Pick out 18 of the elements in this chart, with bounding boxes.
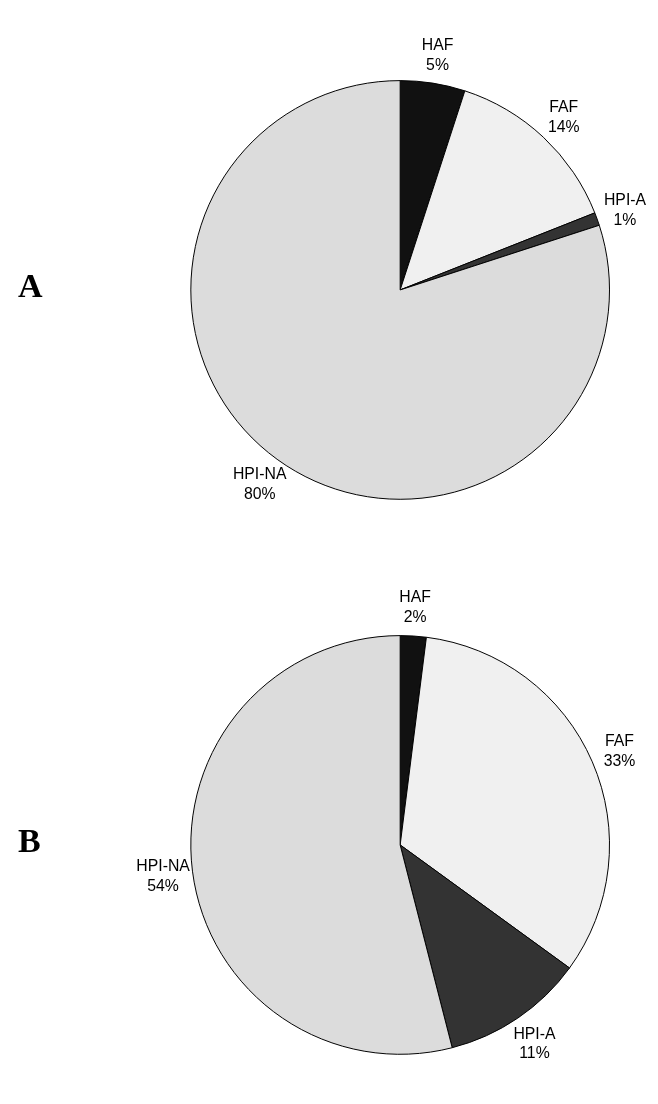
data-label: 2%	[403, 608, 427, 626]
text: A	[17, 266, 44, 305]
slice-label: HPI-A	[513, 1024, 557, 1042]
data-label: 1%	[613, 210, 637, 228]
slice-label: FAF	[605, 732, 635, 750]
slice-label: HPI-A	[603, 191, 647, 209]
slice-label: HAF	[421, 35, 454, 53]
slice-label: FAF	[549, 97, 579, 115]
slice-label: HPI-NA	[136, 856, 191, 874]
data-label: 80%	[243, 485, 276, 503]
text: B	[17, 821, 42, 860]
data-label: 5%	[426, 55, 449, 73]
data-label: 14%	[547, 117, 580, 135]
data-label: 54%	[147, 876, 179, 894]
data-label: 11%	[519, 1044, 550, 1062]
slice-label: HPI-NA	[232, 465, 287, 483]
slice-label: HAF	[399, 588, 432, 606]
data-label: 33%	[603, 751, 636, 769]
